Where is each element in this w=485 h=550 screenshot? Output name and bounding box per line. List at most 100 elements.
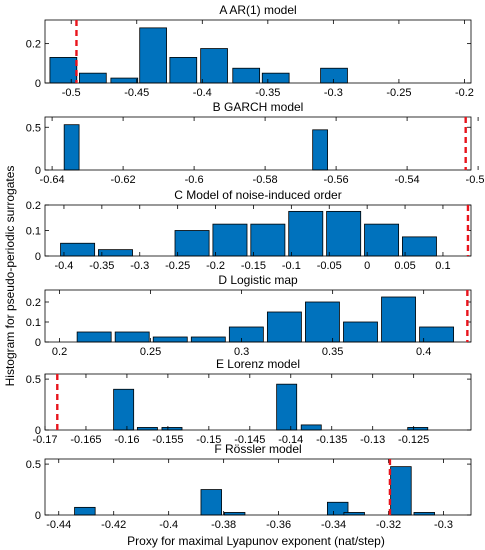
x-tick-label: 0.05	[394, 260, 415, 272]
histogram-bar	[79, 72, 107, 84]
histogram-bar	[250, 223, 286, 257]
panel-a: A AR(1) model -0.5 -0.45 -0.4 -0.35 -0.3 -0.25…	[26, 3, 474, 99]
histogram-bar	[49, 57, 78, 84]
x-tick-label: -0.15	[241, 260, 266, 272]
y-axis-label: Histogram for pseudo-periodic surrogates	[3, 166, 17, 387]
histogram-bar	[300, 424, 322, 431]
x-tick-label: -0.165	[70, 434, 101, 446]
y-tick-label: 0.2	[26, 297, 41, 309]
histogram-bar	[401, 236, 437, 257]
x-tick-label: -0.125	[398, 434, 429, 446]
x-tick-label: -0.3	[434, 519, 453, 531]
plot-frame	[44, 19, 472, 84]
x-tick-label: -0.34	[321, 519, 346, 531]
histogram-bar	[113, 388, 135, 431]
histogram-bar	[232, 67, 261, 84]
x-tick-label: -0.52	[466, 174, 485, 186]
x-tick-label: -0.64	[40, 174, 65, 186]
histogram-bar	[63, 124, 80, 171]
x-tick-label: -0.32	[376, 519, 401, 531]
plot-frame	[44, 458, 472, 516]
x-tick-label: -0.1	[282, 260, 301, 272]
histogram-bar	[110, 77, 139, 84]
x-tick-label: -0.25	[165, 260, 190, 272]
panel-c: C Model of noise-induced order -0.4 -0.35 -…	[26, 188, 472, 272]
histogram-bar	[200, 489, 222, 516]
histogram-bar	[228, 326, 264, 343]
x-tick-label: -0.3	[324, 87, 343, 99]
y-tick-label: 0	[35, 510, 41, 522]
x-tick-label: 0.4	[416, 346, 431, 358]
panel-title: B GARCH model	[213, 100, 304, 114]
panel-title: E Lorenz model	[216, 357, 300, 371]
x-tick-label: -0.62	[111, 174, 136, 186]
x-tick-label: -0.38	[211, 519, 236, 531]
x-tick-label: -0.5	[62, 87, 81, 99]
plot-frame	[44, 373, 472, 431]
panel-d: D Logistic map 0.2 0.25 0.3 0.35 0.4 0 0.1 0.2	[26, 273, 472, 358]
x-tick-label: -0.3	[130, 260, 149, 272]
y-tick-label: 0.2	[26, 39, 41, 51]
x-tick-label: -0.4	[54, 260, 73, 272]
panel-title: D Logistic map	[218, 273, 298, 287]
x-tick-label: 0.1	[435, 260, 450, 272]
x-tick-label: -0.155	[152, 434, 183, 446]
x-tick-label: -0.35	[89, 260, 114, 272]
x-tick-label: 0.35	[322, 346, 343, 358]
histogram-bar	[190, 336, 226, 343]
y-tick-label: 0	[35, 337, 41, 349]
y-tick-label: 0.5	[26, 459, 41, 471]
histogram-bar	[200, 48, 228, 84]
plot-frame	[44, 289, 472, 343]
panel-title: A AR(1) model	[219, 3, 296, 17]
histogram-bar	[326, 210, 362, 257]
x-tick-label: -0.35	[255, 87, 280, 99]
panel-e: E Lorenz model -0.17 -0.165 -0.16 -0.155 -0.1…	[26, 357, 472, 446]
panel-b: B GARCH model -0.64 -0.62 -0.6 -0.58 -0.56 -0.…	[26, 100, 485, 186]
y-tick-label: 0	[35, 165, 41, 177]
histogram-bar	[152, 336, 188, 343]
x-tick-label: -0.54	[395, 174, 420, 186]
x-tick-label: -0.05	[317, 260, 342, 272]
x-tick-label: -0.44	[46, 519, 71, 531]
x-tick-label: 0.3	[234, 346, 249, 358]
histogram-bar	[60, 242, 96, 257]
y-tick-label: 0.5	[26, 122, 41, 134]
x-tick-label: -0.45	[124, 87, 149, 99]
x-tick-label: -0.6	[185, 174, 204, 186]
panel-title: C Model of noise-induced order	[174, 188, 341, 202]
histogram-bar	[364, 223, 400, 257]
x-tick-label: -0.2	[455, 87, 474, 99]
histogram-bar	[276, 383, 298, 431]
x-tick-label: -0.25	[386, 87, 411, 99]
histogram-bar	[390, 466, 412, 516]
y-tick-label: 0	[35, 78, 41, 90]
x-tick-label: 0.25	[140, 346, 161, 358]
y-tick-label: 0.1	[26, 226, 41, 238]
x-tick-label: -0.17	[32, 434, 57, 446]
y-tick-label: 0.5	[26, 374, 41, 386]
panel-f: F Rössler model -0.44 -0.42 -0.4 -0.38 -0.36 -…	[26, 442, 472, 531]
x-tick-label: -0.14	[278, 434, 303, 446]
x-tick-label: -0.13	[360, 434, 385, 446]
histogram-bar	[169, 57, 198, 84]
x-tick-label: 0.2	[52, 346, 67, 358]
panel-title: F Rössler model	[214, 442, 301, 456]
histogram-bar	[74, 506, 96, 516]
x-tick-label: -0.135	[316, 434, 347, 446]
x-tick-label: -0.58	[253, 174, 278, 186]
y-tick-label: 0.2	[26, 200, 41, 212]
histogram-bar	[98, 249, 133, 257]
histogram-bar	[381, 296, 416, 343]
x-tick-label: -0.145	[234, 434, 265, 446]
histogram-bar	[139, 27, 167, 84]
y-tick-label: 0	[35, 251, 41, 263]
histogram-bar	[212, 223, 248, 257]
histogram-bar	[114, 331, 150, 343]
x-tick-label: -0.15	[196, 434, 221, 446]
x-tick-label: -0.4	[159, 519, 178, 531]
x-tick-label: -0.2	[206, 260, 225, 272]
histogram-bar	[343, 321, 378, 343]
histogram-bar	[305, 301, 340, 343]
